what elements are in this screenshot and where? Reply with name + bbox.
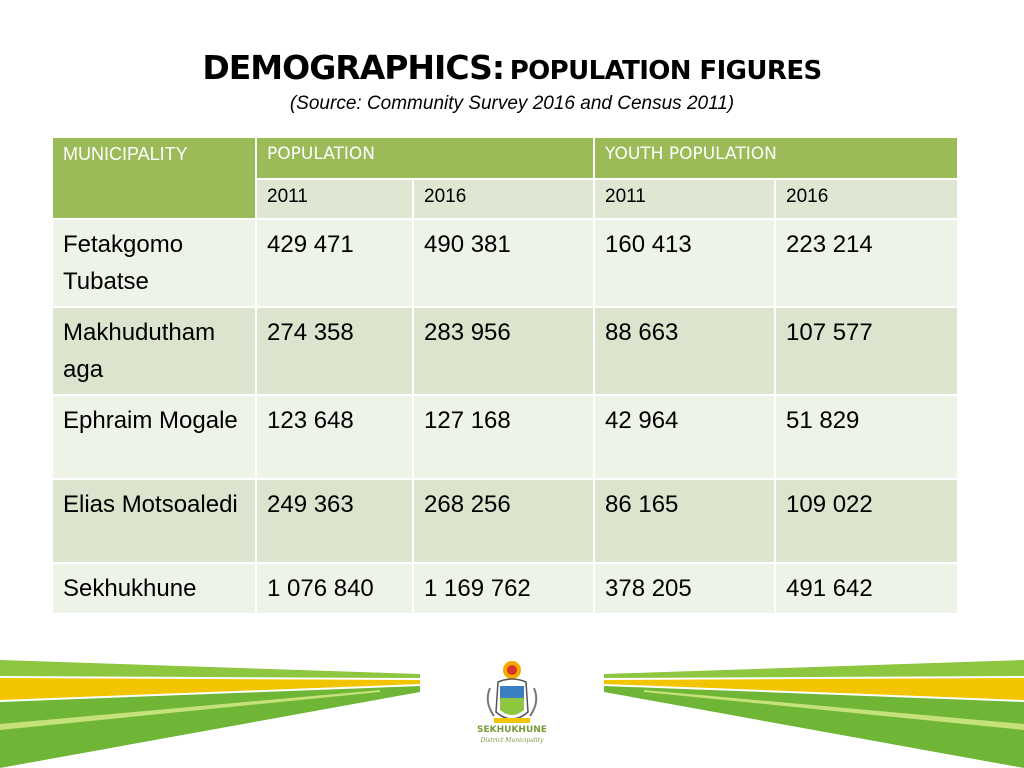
table-cell: 490 381: [412, 218, 595, 308]
right-yellow-stripe: [604, 678, 1024, 700]
logo-tagline: District Municipality: [480, 737, 544, 744]
table-row-total: Sekhukhune 1 076 840 1 169 762 378 205 4…: [51, 562, 959, 615]
population-table: MUNICIPALITY POPULATION YOUTH POPULATION…: [51, 136, 959, 615]
table-header-row: MUNICIPALITY POPULATION YOUTH POPULATION: [51, 136, 959, 220]
header-youth-population: YOUTH POPULATION: [593, 136, 959, 180]
municipality-name: Makhudutham aga: [51, 306, 257, 396]
logo-name: SEKHUKHUNE: [477, 725, 547, 735]
table-cell: 1 076 840: [255, 562, 414, 615]
table-cell: 274 358: [255, 306, 414, 396]
table-cell: 283 956: [412, 306, 595, 396]
table-cell: 51 829: [774, 394, 959, 480]
table-cell: 491 642: [774, 562, 959, 615]
table-cell: 123 648: [255, 394, 414, 480]
header-municipality: MUNICIPALITY: [51, 136, 257, 220]
table-cell: 429 471: [255, 218, 414, 308]
municipality-name: Elias Motsoaledi: [51, 478, 257, 564]
table-cell: 127 168: [412, 394, 595, 480]
table-row: Ephraim Mogale 123 648 127 168 42 964 51…: [51, 394, 959, 480]
table-cell: 268 256: [412, 478, 595, 564]
right-green-wedge: [604, 686, 1024, 768]
left-green-stripe: [0, 660, 420, 678]
table-cell: 42 964: [593, 394, 776, 480]
title-sub: POPULATION FIGURES: [509, 56, 823, 86]
header-population: POPULATION: [255, 136, 595, 180]
year-header: 2016: [412, 178, 595, 220]
table-cell: 223 214: [774, 218, 959, 308]
title-main: DEMOGRAPHICS:: [202, 48, 505, 87]
table-cell: 109 022: [774, 478, 959, 564]
municipality-name: Fetakgomo Tubatse: [51, 218, 257, 308]
table-row: Fetakgomo Tubatse 429 471 490 381 160 41…: [51, 218, 959, 308]
right-green-stripe: [604, 660, 1024, 678]
table-cell: 378 205: [593, 562, 776, 615]
table-cell: 107 577: [774, 306, 959, 396]
left-light-green-stripe: [0, 690, 380, 730]
table-cell: 86 165: [593, 478, 776, 564]
table-year-row: 2011 2016 2011 2016: [52, 178, 959, 220]
footer-decoration: [0, 660, 1024, 768]
table-cell: 1 169 762: [412, 562, 595, 615]
page-title: DEMOGRAPHICS: POPULATION FIGURES: [0, 48, 1024, 87]
table-row: Makhudutham aga 274 358 283 956 88 663 1…: [51, 306, 959, 396]
left-green-wedge: [0, 686, 420, 768]
page-subtitle: (Source: Community Survey 2016 and Censu…: [289, 93, 735, 114]
municipality-name: Sekhukhune: [51, 562, 257, 615]
left-yellow-stripe: [0, 678, 420, 700]
right-light-green-stripe: [644, 690, 1024, 730]
year-header: 2011: [255, 178, 414, 220]
municipality-name: Ephraim Mogale: [51, 394, 257, 480]
table-row: Elias Motsoaledi 249 363 268 256 86 165 …: [51, 478, 959, 564]
table-cell: 88 663: [593, 306, 776, 396]
municipal-crest-icon: [486, 661, 538, 723]
year-header: 2016: [774, 178, 959, 220]
table-cell: 160 413: [593, 218, 776, 308]
table-cell: 249 363: [255, 478, 414, 564]
year-header: 2011: [593, 178, 776, 220]
